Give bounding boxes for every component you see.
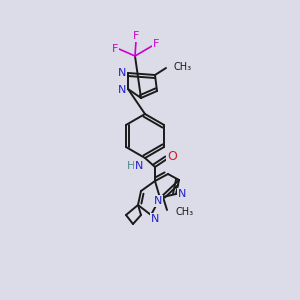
Text: CH₃: CH₃ — [176, 207, 194, 217]
Text: CH₃: CH₃ — [174, 62, 192, 72]
Text: N: N — [151, 214, 159, 224]
Text: N: N — [118, 68, 126, 78]
Text: H: H — [127, 161, 135, 171]
Text: O: O — [167, 149, 177, 163]
Text: N: N — [178, 189, 186, 199]
Text: N: N — [135, 161, 143, 171]
Text: F: F — [133, 31, 139, 41]
Text: F: F — [112, 44, 118, 54]
Text: N: N — [154, 196, 162, 206]
Text: N: N — [118, 85, 126, 95]
Text: F: F — [153, 39, 159, 49]
